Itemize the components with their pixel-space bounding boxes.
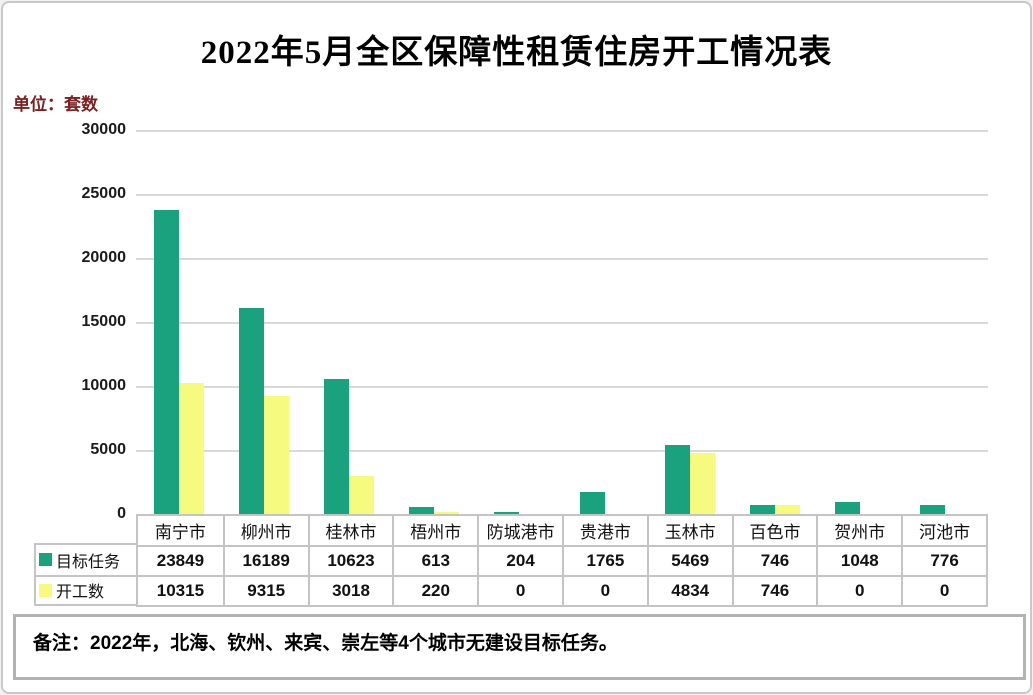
table-cell: 204 (477, 545, 562, 575)
y-axis-tick-label: 5000 (90, 441, 126, 458)
page-title: 2022年5月全区保障性租赁住房开工情况表 (200, 35, 833, 71)
table-cell: 4834 (646, 575, 732, 605)
table-cell: 746 (731, 545, 817, 575)
table-header-百色市: 百色市 (731, 516, 817, 545)
legend-swatch-icon (39, 553, 52, 567)
table-cell: 613 (392, 545, 478, 575)
table-cell: 776 (901, 545, 986, 575)
bar-目标任务-梧州市 (409, 507, 435, 515)
bar-开工数-梧州市 (434, 512, 460, 515)
note-text: 备注：2022年，北海、钦州、来宾、崇左等4个城市无建设目标任务。 (33, 633, 618, 654)
bar-开工数-玉林市 (689, 453, 715, 515)
legend-item-目标任务: 目标任务 (36, 545, 136, 575)
table-cell: 23849 (138, 545, 223, 575)
bar-chart-plot-area (136, 130, 988, 516)
table-header-贺州市: 贺州市 (816, 516, 902, 545)
gridline-20000 (136, 258, 988, 260)
table-header-桂林市: 桂林市 (307, 516, 393, 545)
table-cell: 10623 (307, 545, 393, 575)
gridline-5000 (136, 450, 988, 452)
table-header-玉林市: 玉林市 (646, 516, 732, 545)
table-cell: 5469 (646, 545, 732, 575)
table-cell: 9315 (222, 575, 308, 605)
table-header-南宁市: 南宁市 (138, 516, 223, 545)
table-header-梧州市: 梧州市 (392, 516, 478, 545)
table-cell: 3018 (307, 575, 393, 605)
table-cell: 0 (477, 575, 562, 605)
table-header-防城港市: 防城港市 (477, 516, 562, 545)
table-cell: 746 (731, 575, 817, 605)
legend-label: 目标任务 (56, 553, 121, 571)
legend-label: 开工数 (56, 584, 105, 602)
table-cell: 16189 (222, 545, 308, 575)
bar-目标任务-防城港市 (494, 512, 520, 515)
y-axis-tick-label: 15000 (81, 313, 127, 330)
table-cell: 1048 (816, 545, 902, 575)
bar-目标任务-柳州市 (238, 308, 264, 515)
y-axis-tick-label: 10000 (81, 377, 127, 394)
bar-目标任务-贺州市 (835, 502, 861, 515)
gridline-30000 (136, 130, 988, 132)
bar-开工数-南宁市 (178, 383, 204, 515)
legend-item-开工数: 开工数 (36, 574, 136, 605)
bar-开工数-桂林市 (349, 476, 374, 515)
bar-目标任务-桂林市 (324, 379, 349, 515)
legend: 目标任务 开工数 (34, 543, 138, 606)
y-axis-tick-label: 30000 (81, 121, 127, 138)
table-cell: 1765 (562, 545, 647, 575)
note-box: 备注：2022年，北海、钦州、来宾、崇左等4个城市无建设目标任务。 (13, 614, 1026, 680)
table-header-贵港市: 贵港市 (562, 516, 647, 545)
y-axis-tick-label: 20000 (81, 249, 127, 266)
bar-开工数-百色市 (775, 505, 800, 515)
table-cell: 10315 (138, 575, 223, 605)
bar-目标任务-南宁市 (153, 210, 179, 515)
unit-label: 单位：套数 (13, 95, 98, 114)
gridline-10000 (136, 386, 988, 388)
bar-目标任务-贵港市 (579, 492, 605, 515)
table-cell: 220 (392, 575, 478, 605)
y-axis-tick-label: 0 (117, 505, 126, 522)
gridline-25000 (136, 194, 988, 196)
data-table: 南宁市 柳州市 桂林市 梧州市 防城港市 贵港市 玉林市 百色市 贺州市 河池市 23849 1618… (136, 514, 988, 607)
legend-swatch-icon (39, 583, 52, 597)
bar-目标任务-玉林市 (664, 445, 690, 515)
table-header-河池市: 河池市 (901, 516, 986, 545)
y-axis-tick-label: 25000 (81, 185, 127, 202)
table-cell: 0 (562, 575, 647, 605)
table-cell: 0 (901, 575, 986, 605)
table-header-柳州市: 柳州市 (222, 516, 308, 545)
bar-目标任务-河池市 (920, 505, 946, 515)
gridline-15000 (136, 322, 988, 324)
bar-开工数-柳州市 (263, 396, 289, 515)
bar-目标任务-百色市 (750, 505, 775, 515)
table-cell: 0 (816, 575, 902, 605)
